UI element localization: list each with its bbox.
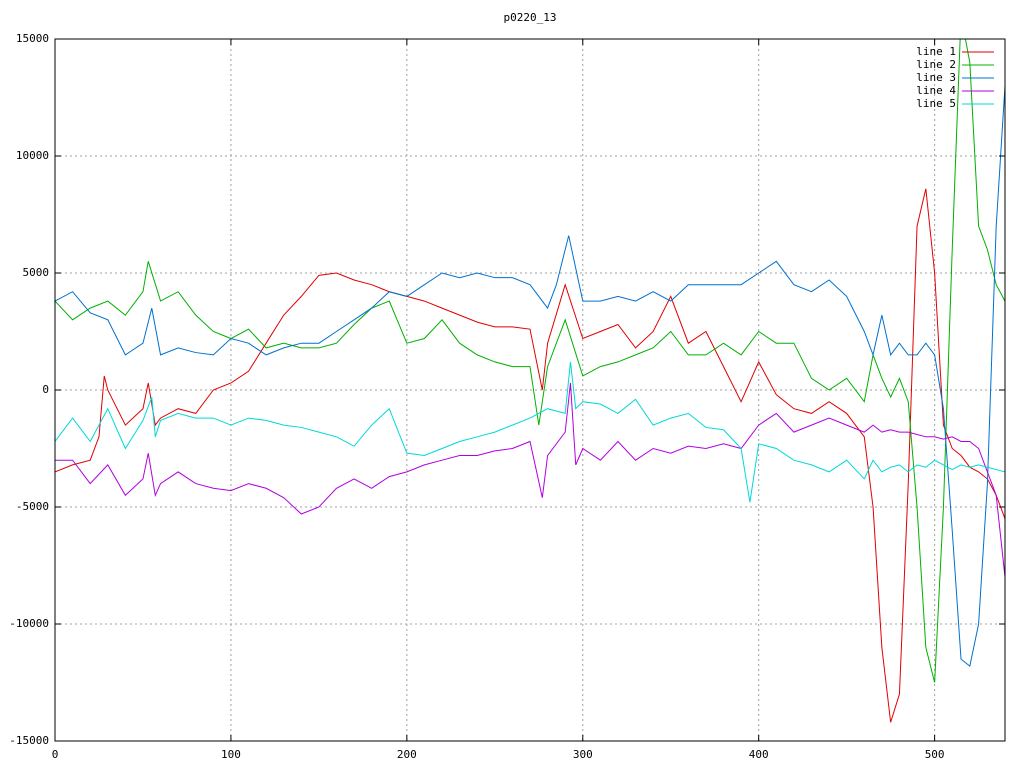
series-line — [55, 382, 1005, 578]
legend-label: line 1 — [916, 45, 956, 58]
legend-label: line 2 — [916, 58, 956, 71]
legend-label: line 3 — [916, 71, 956, 84]
plot-lines — [55, 39, 1005, 723]
legend-label: line 5 — [916, 97, 956, 110]
x-tick-label: 300 — [573, 748, 593, 761]
y-tick-label: 5000 — [23, 266, 50, 279]
x-tick-label: 500 — [925, 748, 945, 761]
y-tick-label: 0 — [42, 383, 49, 396]
chart-title: p0220_13 — [504, 11, 557, 24]
series-line — [55, 39, 1005, 683]
x-tick-label: 100 — [221, 748, 241, 761]
x-tick-label: 200 — [397, 748, 417, 761]
legend-label: line 4 — [916, 84, 956, 97]
y-tick-label: 10000 — [16, 149, 49, 162]
y-tick-label: -15000 — [9, 734, 49, 747]
series-line — [55, 188, 1005, 723]
y-tick-label: -10000 — [9, 617, 49, 630]
x-tick-label: 400 — [749, 748, 769, 761]
y-tick-label: 15000 — [16, 32, 49, 45]
x-tick-label: 0 — [52, 748, 59, 761]
y-tick-label: -5000 — [16, 500, 49, 513]
series-line — [55, 361, 1005, 503]
labels: 0 100 200 300 400 500 -15000 -10000 -5000 0 5000 10… — [9, 32, 1005, 761]
series-line — [55, 85, 1005, 668]
grid — [54, 38, 1005, 742]
